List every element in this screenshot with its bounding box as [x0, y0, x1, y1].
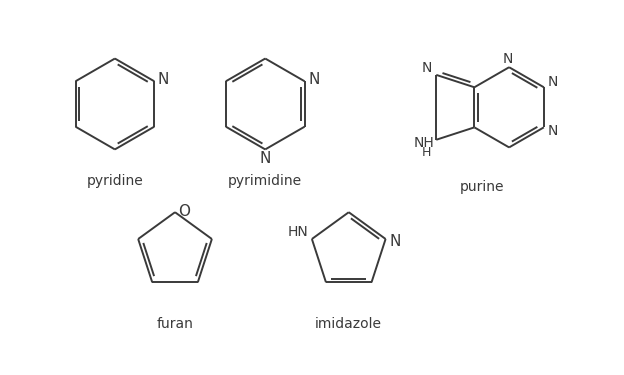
Text: O: O — [178, 204, 190, 219]
Text: H: H — [422, 146, 431, 159]
Text: N: N — [308, 72, 319, 87]
Text: NH: NH — [414, 136, 434, 150]
Text: pyrimidine: pyrimidine — [228, 174, 302, 188]
Text: N: N — [389, 234, 401, 249]
Text: furan: furan — [157, 318, 193, 332]
Text: N: N — [157, 72, 168, 87]
Text: N: N — [502, 51, 513, 66]
Text: purine: purine — [460, 180, 505, 195]
Text: N: N — [548, 75, 558, 89]
Text: N: N — [260, 151, 271, 166]
Text: HN: HN — [288, 225, 308, 239]
Text: N: N — [548, 124, 558, 138]
Text: N: N — [422, 61, 432, 75]
Text: imidazole: imidazole — [315, 318, 383, 332]
Text: pyridine: pyridine — [87, 174, 144, 188]
